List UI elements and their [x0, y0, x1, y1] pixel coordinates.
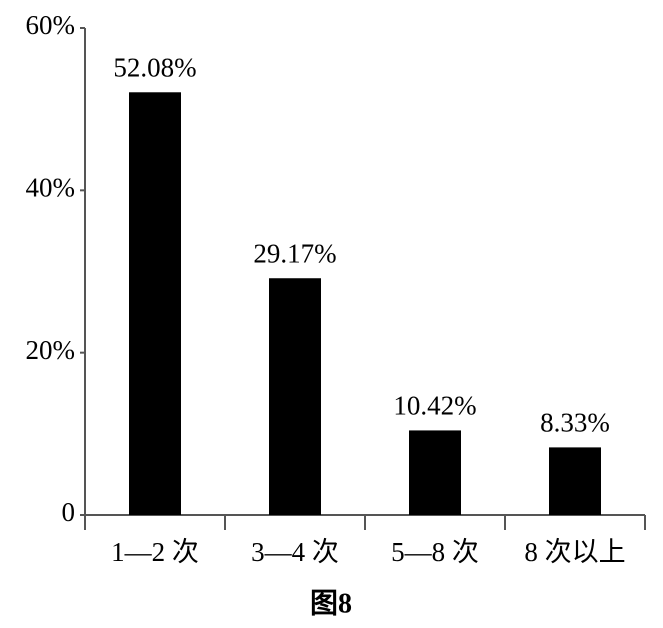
x-tick-label: 1—2 次	[111, 537, 199, 567]
x-tick-label: 5—8 次	[391, 537, 479, 567]
y-tick-label: 60%	[26, 10, 76, 40]
value-label: 29.17%	[253, 238, 336, 268]
y-tick-label: 40%	[26, 173, 76, 203]
value-label: 10.42%	[393, 391, 476, 421]
bar	[549, 447, 601, 515]
y-tick-label: 0	[62, 497, 76, 527]
bar	[409, 430, 461, 515]
x-tick-label: 3—4 次	[251, 537, 339, 567]
y-tick-label: 20%	[26, 335, 76, 365]
value-label: 52.08%	[113, 52, 196, 82]
x-tick-label: 8 次以上	[524, 537, 625, 567]
bar	[269, 278, 321, 515]
value-label: 8.33%	[540, 408, 610, 438]
chart-title: 图8	[310, 588, 352, 619]
bar	[129, 92, 181, 515]
